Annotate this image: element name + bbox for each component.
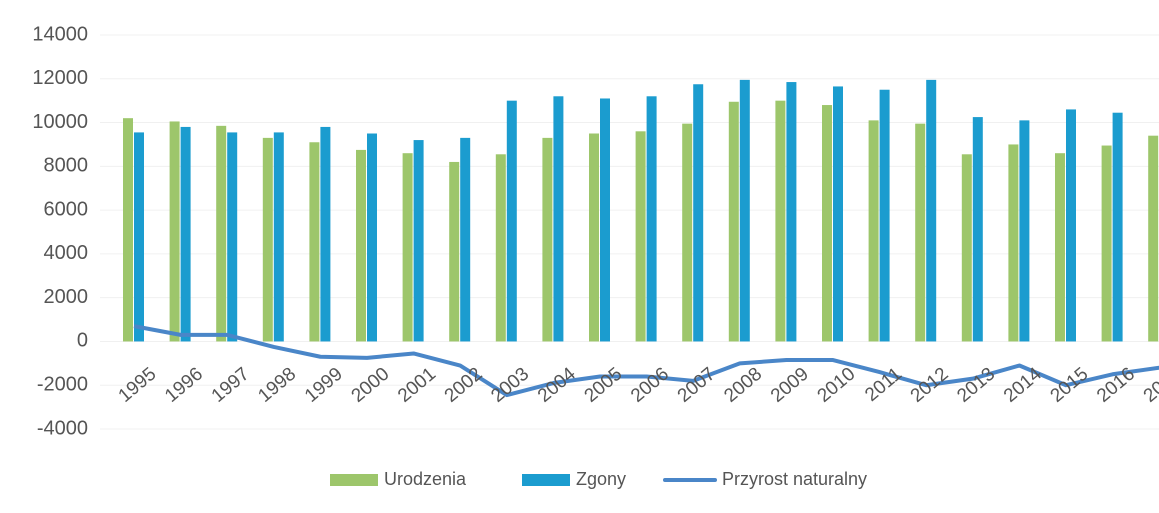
bar <box>786 82 797 342</box>
y-tick-label: 0 <box>77 330 88 352</box>
legend-swatch <box>522 474 570 486</box>
bar <box>1112 112 1123 342</box>
legend-swatch <box>330 474 378 486</box>
bar <box>682 123 693 342</box>
bar <box>1019 120 1030 342</box>
bar <box>216 125 227 342</box>
x-tick-label: 2004 <box>534 363 580 407</box>
bar <box>273 132 284 342</box>
x-tick-label: 2000 <box>348 364 394 407</box>
bar <box>262 137 273 342</box>
bar <box>646 96 657 342</box>
bar <box>915 123 926 342</box>
bar <box>506 100 517 342</box>
bar <box>833 86 843 342</box>
bar <box>356 149 366 342</box>
bar <box>402 153 413 342</box>
bar <box>589 133 599 342</box>
bar <box>739 79 750 342</box>
x-tick-label: 2005 <box>581 364 627 407</box>
bar <box>1066 109 1076 342</box>
y-tick-label: 4000 <box>44 242 89 264</box>
bar <box>775 100 786 342</box>
line <box>133 324 1159 398</box>
bar <box>367 133 377 342</box>
bar <box>868 120 879 342</box>
bar <box>309 142 320 342</box>
bar <box>460 137 471 342</box>
x-tick-label: 1996 <box>161 364 207 407</box>
x-tick-label: 2012 <box>907 364 953 407</box>
bar <box>693 84 704 342</box>
x-tick-label: 1995 <box>115 364 161 407</box>
x-tick-label: 2001 <box>394 364 440 407</box>
x-tick-label: 2003 <box>487 364 533 407</box>
y-tick-label: 10000 <box>32 111 88 133</box>
bar <box>972 117 983 342</box>
bar <box>553 96 564 342</box>
bar <box>134 132 144 342</box>
x-tick-label: 2015 <box>1047 364 1093 407</box>
bar <box>320 126 331 342</box>
bar <box>227 132 238 342</box>
bar <box>1055 153 1065 342</box>
legend-label: Zgony <box>576 469 626 489</box>
bar <box>123 118 133 342</box>
bar <box>635 131 646 342</box>
bar <box>1101 145 1112 342</box>
x-tick-label: 1997 <box>208 364 254 407</box>
x-tick-label: 2006 <box>627 364 673 407</box>
y-tick-label: -2000 <box>37 374 88 396</box>
y-tick-label: -4000 <box>37 417 88 439</box>
bar <box>822 105 832 342</box>
bar <box>1008 144 1019 342</box>
bar <box>1148 135 1159 342</box>
bar <box>728 101 739 342</box>
y-tick-label: 14000 <box>32 23 88 45</box>
bar <box>449 161 460 342</box>
x-tick-label: 2010 <box>814 364 860 407</box>
y-tick-label: 12000 <box>32 67 88 89</box>
x-tick-label: 2013 <box>953 364 999 407</box>
bar <box>413 140 424 342</box>
bar <box>600 98 610 342</box>
legend-label: Przyrost naturalny <box>722 469 867 489</box>
bar <box>180 126 191 342</box>
bar <box>542 137 553 342</box>
y-tick-label: 2000 <box>44 286 89 308</box>
x-tick-label: 2007 <box>674 364 720 407</box>
y-tick-label: 6000 <box>44 198 89 220</box>
x-tick-label: 1998 <box>254 364 300 407</box>
y-tick-label: 8000 <box>44 155 89 177</box>
bar <box>495 154 506 342</box>
bar <box>961 154 972 342</box>
x-tick-label: 2009 <box>767 364 813 407</box>
bar <box>169 121 180 342</box>
legend-label: Urodzenia <box>384 469 467 489</box>
bar <box>879 89 890 342</box>
x-tick-label: 1999 <box>301 364 347 407</box>
bar <box>926 79 937 342</box>
